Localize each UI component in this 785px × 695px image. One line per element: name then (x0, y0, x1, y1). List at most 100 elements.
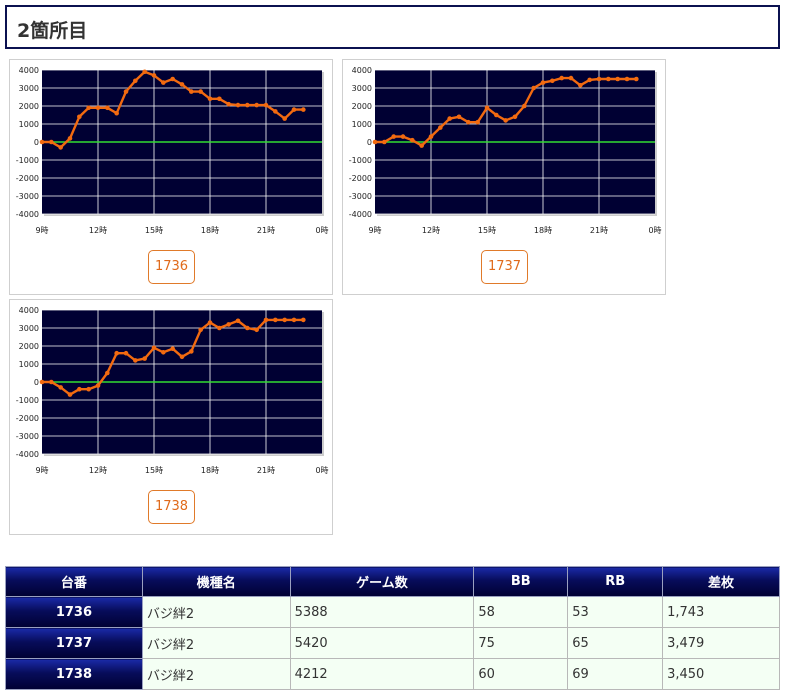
data-point (484, 105, 490, 111)
data-point (95, 383, 101, 388)
data-point (503, 118, 508, 123)
data-point (282, 116, 287, 121)
data-point (198, 89, 203, 94)
section-title: 2箇所目 (17, 20, 88, 42)
data-point (466, 119, 471, 125)
diff-cell: 3,450 (662, 658, 780, 690)
x-tick-label: 15時 (145, 466, 163, 475)
data-point (151, 345, 157, 351)
diff-cell: 1,743 (662, 596, 780, 628)
data-point (142, 356, 147, 361)
x-tick-label: 9時 (35, 226, 48, 235)
data-point (596, 76, 602, 82)
data-point (86, 386, 91, 392)
data-point (428, 134, 434, 139)
column-header: 機種名 (141, 566, 291, 597)
chart-card-1737: 4000 3000 2000 1000 0 -1000 -2000 -3000 -4000 9時 1… (342, 59, 666, 295)
table-header-row: 台番 機種名 ゲーム数 BB RB 差枚 (5, 566, 780, 597)
data-point (105, 370, 110, 376)
y-tick-label: 4000 (19, 306, 39, 315)
y-tick-label: -1000 (349, 156, 372, 165)
data-point (301, 317, 306, 323)
x-tick-label: 9時 (368, 226, 381, 235)
game-count-cell: 5388 (289, 596, 475, 628)
machine-name-cell: バジ絆2 (141, 627, 291, 659)
data-point (254, 327, 259, 333)
data-point (372, 139, 378, 145)
line-chart-1737: 4000 3000 2000 1000 0 -1000 -2000 -3000 -4000 9時 1… (349, 66, 662, 235)
data-point (291, 317, 297, 323)
data-point (263, 317, 269, 323)
rb-cell: 69 (567, 658, 664, 690)
machine-number-badge[interactable]: 1738 (148, 490, 195, 524)
column-header: BB (473, 566, 569, 597)
data-point (410, 137, 415, 143)
x-tick-label: 0時 (648, 226, 661, 235)
data-point (198, 327, 203, 333)
rb-cell: 53 (567, 596, 664, 628)
data-point (161, 350, 166, 355)
data-point (540, 80, 546, 85)
column-header: ゲーム数 (289, 566, 475, 597)
machine-name-cell: バジ絆2 (141, 658, 291, 690)
data-point (438, 125, 443, 130)
data-point (245, 102, 250, 108)
y-tick-label: -1000 (16, 396, 39, 405)
y-tick-label: -2000 (16, 174, 39, 183)
data-point (207, 96, 213, 102)
data-point (179, 82, 185, 87)
y-tick-label: -4000 (16, 450, 39, 459)
chart-card-1738: 4000 3000 2000 1000 0 -1000 -2000 -3000 -4000 9時 1… (9, 299, 333, 535)
y-tick-label: 0 (34, 138, 39, 147)
machine-number-cell: 1738 (5, 658, 143, 690)
y-tick-label: -4000 (349, 210, 372, 219)
y-tick-label: -1000 (16, 156, 39, 165)
diff-cell: 3,479 (662, 627, 780, 659)
y-tick-label: 3000 (352, 84, 372, 93)
x-tick-label: 0時 (315, 226, 328, 235)
x-tick-label: 15時 (145, 226, 163, 235)
data-point (301, 107, 306, 112)
data-point (95, 105, 101, 111)
data-point (419, 143, 424, 148)
y-tick-label: -2000 (349, 174, 372, 183)
machine-number-cell: 1737 (5, 627, 143, 659)
y-tick-label: 0 (367, 138, 372, 147)
chart-card-1736: 4000 3000 2000 1000 0 -1000 -2000 -3000 -4000 9時 1… (9, 59, 333, 295)
data-point (273, 109, 278, 114)
x-tick-label: 12時 (89, 466, 107, 475)
data-point (151, 73, 157, 78)
data-point (447, 116, 452, 121)
data-point (142, 69, 147, 75)
y-tick-label: -3000 (349, 192, 372, 201)
data-point (226, 101, 231, 107)
data-point (114, 110, 119, 116)
machine-number-badge[interactable]: 1736 (148, 250, 195, 284)
y-tick-label: 2000 (352, 102, 372, 111)
data-point (105, 105, 110, 111)
x-tick-label: 18時 (201, 226, 219, 235)
column-header: 台番 (5, 566, 143, 597)
data-point (49, 379, 54, 385)
bb-cell: 75 (473, 627, 569, 659)
x-tick-label: 18時 (534, 226, 552, 235)
data-point (67, 392, 73, 397)
data-point (123, 350, 129, 356)
y-tick-label: 1000 (19, 120, 39, 129)
data-point (207, 320, 213, 325)
y-tick-label: -2000 (16, 414, 39, 423)
data-point (531, 85, 536, 91)
machine-data-table: 台番 機種名 ゲーム数 BB RB 差枚 1736 バジ絆2 5388 58 5… (5, 566, 780, 690)
data-point (634, 76, 639, 82)
line-chart-1738: 4000 3000 2000 1000 0 -1000 -2000 -3000 -4000 9時 1… (16, 306, 329, 475)
column-header: RB (567, 566, 664, 597)
machine-number-cell: 1736 (5, 596, 143, 628)
line-chart-1736: 4000 3000 2000 1000 0 -1000 -2000 -3000 -4000 9時 1… (16, 66, 329, 235)
data-point (475, 119, 480, 125)
machine-number-badge[interactable]: 1737 (481, 250, 528, 284)
data-point (217, 325, 222, 331)
data-point (58, 145, 63, 150)
game-count-cell: 5420 (289, 627, 475, 659)
column-header: 差枚 (662, 566, 780, 597)
data-point (624, 76, 630, 82)
